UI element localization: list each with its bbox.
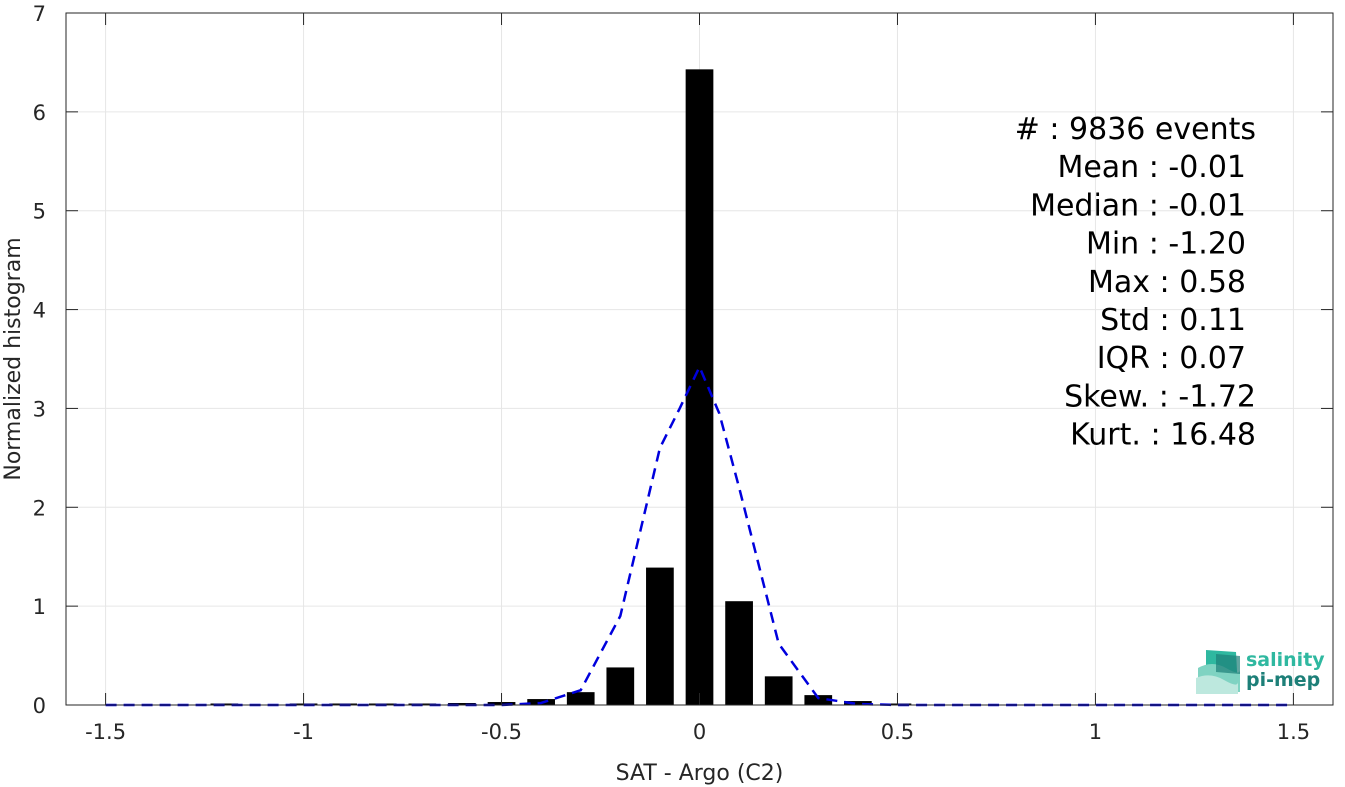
- histogram-bar: [646, 567, 674, 705]
- histogram-bar: [725, 601, 753, 705]
- x-tick-label: -1: [293, 720, 314, 744]
- y-tick-label: 0: [33, 694, 46, 718]
- salinity-pimep-logo: salinity pi-mep: [1196, 649, 1325, 694]
- stats-line: Std : 0.11: [1100, 303, 1246, 338]
- histogram-bar: [844, 701, 872, 705]
- stats-line: Mean : -0.01: [1057, 150, 1246, 185]
- x-tick-label: 0.5: [881, 720, 914, 744]
- y-tick-label: 3: [33, 397, 46, 421]
- stats-line: Max : 0.58: [1088, 265, 1246, 300]
- y-tick-label: 7: [33, 2, 46, 26]
- histogram-bar: [448, 703, 476, 705]
- y-axis-tick-labels: 0 1 2 3 4 5 6 7: [33, 2, 46, 718]
- logo-text-salinity: salinity: [1246, 649, 1325, 671]
- x-tick-label: 0: [693, 720, 706, 744]
- x-axis-tick-labels: -1.5 -1 -0.5 0 0.5 1 1.5: [85, 720, 1310, 744]
- wave-icon: [1196, 650, 1240, 694]
- x-tick-label: -1.5: [85, 720, 126, 744]
- y-axis-title: Normalized histogram: [1, 237, 26, 480]
- histogram-bar: [804, 695, 833, 705]
- x-tick-label: -0.5: [481, 720, 522, 744]
- histogram-bar: [764, 676, 793, 705]
- stats-line: Skew. : -1.72: [1064, 379, 1256, 414]
- x-axis-title: SAT - Argo (C2): [616, 761, 784, 786]
- y-tick-label: 6: [33, 101, 46, 125]
- axis-ticks: [66, 12, 1333, 706]
- y-tick-label: 1: [33, 595, 46, 619]
- stats-line: Min : -1.20: [1086, 227, 1246, 262]
- stats-line: Median : -0.01: [1030, 188, 1246, 223]
- histogram-bar: [606, 667, 635, 705]
- y-tick-label: 4: [33, 299, 46, 323]
- stats-line: Kurt. : 16.48: [1070, 418, 1256, 453]
- x-tick-label: 1.5: [1277, 720, 1310, 744]
- stats-line: # : 9836 events: [1015, 112, 1256, 147]
- x-tick-label: 1: [1089, 720, 1102, 744]
- y-tick-label: 5: [33, 200, 46, 224]
- logo-text-pimep: pi-mep: [1246, 669, 1320, 691]
- histogram-bar: [566, 692, 595, 705]
- stats-line: IQR : 0.07: [1097, 341, 1246, 376]
- y-tick-label: 2: [33, 496, 46, 520]
